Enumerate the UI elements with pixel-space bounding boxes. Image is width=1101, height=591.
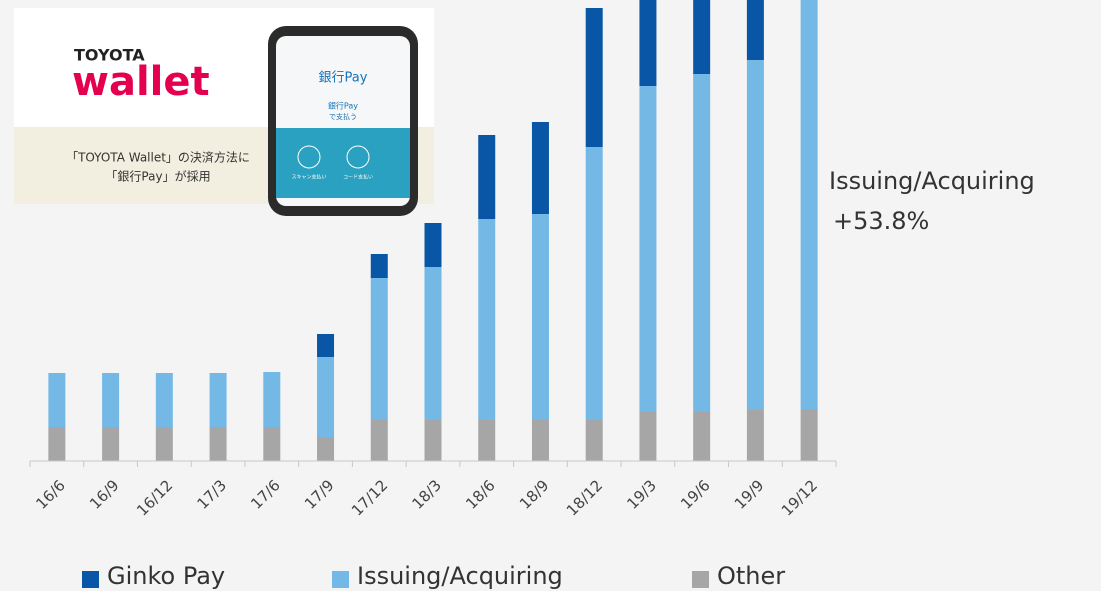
legend-label: Issuing/Acquiring [357, 562, 563, 590]
bar-segment [693, 74, 711, 412]
inset-brand: wallet [72, 59, 210, 105]
x-tick-label: 19/9 [731, 476, 768, 513]
annotation: +53.8% [833, 207, 929, 235]
legend-swatch [82, 571, 99, 588]
bar-segment [370, 420, 388, 461]
x-tick-label: 17/12 [348, 476, 391, 519]
bar-segment [48, 427, 66, 461]
x-tick-label: 18/3 [408, 476, 445, 513]
x-tick-label: 17/6 [247, 476, 284, 513]
legend-swatch [692, 571, 709, 588]
x-tick-label: 18/9 [516, 476, 553, 513]
bar-segment [746, 60, 764, 410]
inset-brand-top: TOYOTA [74, 46, 145, 65]
bar-segment [102, 373, 120, 427]
bar-segment [639, 86, 657, 412]
bar-segment [746, 410, 764, 461]
bar-segment [209, 373, 227, 427]
bar-segment [424, 267, 442, 420]
bar-segment [639, 412, 657, 461]
inset-image: TOYOTA wallet 「TOYOTA Wallet」の決済方法に 「銀行P… [14, 8, 434, 216]
bar-segment [800, 0, 818, 409]
phone-sub: で支払う [329, 112, 357, 121]
bar-segment [800, 409, 818, 461]
bar-segment [370, 278, 388, 420]
inset-caption: 「TOYOTA Wallet」の決済方法に [66, 150, 250, 165]
inset-caption: 「銀行Pay」が採用 [105, 169, 210, 184]
bar-segment [478, 219, 496, 420]
bar-segment [639, 0, 657, 86]
bar-segment [478, 135, 496, 219]
legend-swatch [332, 571, 349, 588]
bar-segment [155, 427, 173, 461]
bar-segment [478, 420, 496, 461]
x-tick-label: 16/12 [133, 476, 176, 519]
bar-segment [585, 147, 603, 420]
bar-segment [263, 372, 281, 427]
bar-segment [585, 420, 603, 461]
bar-segment [263, 427, 281, 461]
phone-button: スキャン支払い [291, 174, 326, 181]
x-tick-label: 18/12 [563, 476, 606, 519]
phone-title: 銀行Pay [319, 71, 368, 86]
x-tick-label: 16/9 [86, 476, 123, 513]
bar-segment [531, 122, 549, 214]
x-tick-label: 19/3 [623, 476, 660, 513]
x-tick-label: 19/12 [778, 476, 821, 519]
bar-segment [746, 0, 764, 60]
bar-segment [693, 412, 711, 461]
x-tick-label: 19/6 [677, 476, 714, 513]
bar-segment [531, 420, 549, 461]
annotation: Issuing/Acquiring [829, 167, 1035, 195]
x-tick-label: 16/6 [32, 476, 69, 513]
bar-segment [531, 214, 549, 420]
phone-sub: 銀行Pay [328, 101, 358, 111]
bar-segment [693, 0, 711, 74]
x-tick-label: 17/9 [301, 476, 338, 513]
x-tick-label: 17/3 [194, 476, 231, 513]
bar-segment [209, 427, 227, 461]
bar-segment [585, 8, 603, 147]
bar-segment [102, 427, 120, 461]
x-tick-label: 18/6 [462, 476, 499, 513]
legend-label: Ginko Pay [107, 562, 225, 590]
bar-segment [317, 334, 335, 357]
bar-segment [48, 373, 66, 427]
bar-segment [424, 420, 442, 461]
bar-segment [155, 373, 173, 427]
legend-label: Other [717, 562, 785, 590]
bar-segment [317, 357, 335, 437]
bar-segment [370, 254, 388, 278]
phone-button: コード支払い [343, 174, 373, 181]
bar-segment [317, 437, 335, 461]
bar-segment [424, 223, 442, 267]
